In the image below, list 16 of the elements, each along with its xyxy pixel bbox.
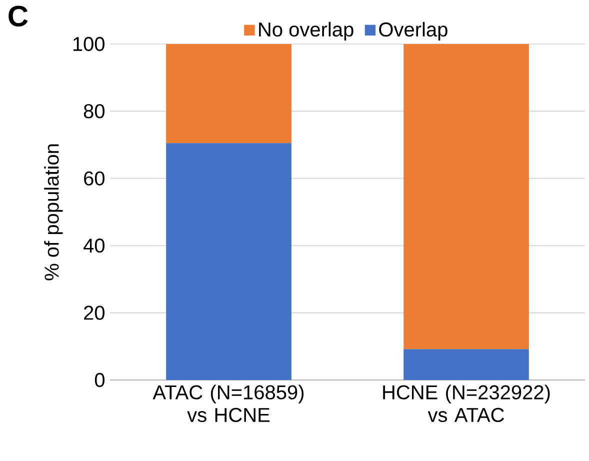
- bar: [404, 44, 529, 350]
- x-tick-label: HCNE (N=232922) vs ATAC: [383, 384, 550, 422]
- legend-label: Overlap: [379, 22, 448, 41]
- bar: [166, 143, 292, 380]
- y-tick-label: 0: [94, 372, 104, 388]
- y-tick-label: 100: [73, 36, 104, 52]
- y-tick-label: 20: [84, 306, 104, 320]
- y-tick-label: 60: [84, 171, 104, 186]
- bar: [404, 349, 529, 380]
- text: C: [8, 6, 28, 26]
- y-tick-label: 80: [84, 104, 104, 118]
- bar: [166, 44, 292, 144]
- y-tick-label: 40: [84, 238, 104, 253]
- y-axis-title: % of population: [44, 144, 63, 280]
- legend-label: No overlap: [259, 22, 354, 41]
- x-tick-label: ATAC (N=16859) vs HCNE: [152, 384, 304, 422]
